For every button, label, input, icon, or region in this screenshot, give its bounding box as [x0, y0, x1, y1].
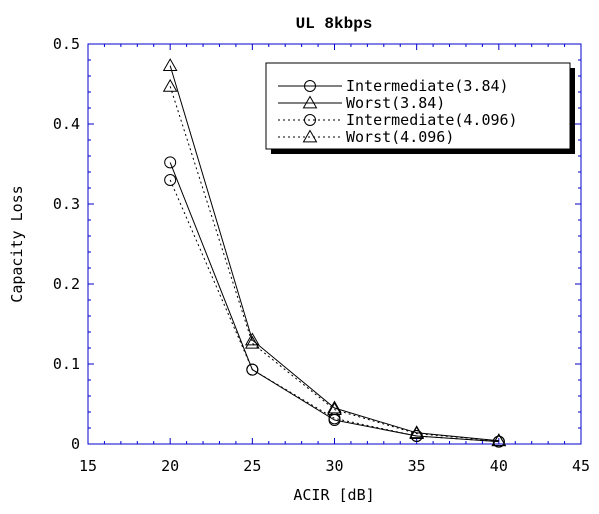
x-tick-label: 35 — [408, 457, 426, 475]
legend-marker-circle — [304, 114, 316, 126]
legend-label: Intermediate(4.096) — [346, 111, 518, 129]
series-3 — [162, 78, 507, 447]
data-point-circle — [164, 174, 177, 186]
y-tick-label: 0.5 — [53, 35, 80, 53]
series-line — [169, 162, 499, 443]
legend-marker-circle — [304, 80, 316, 92]
y-tick-label: 0 — [71, 435, 80, 453]
y-tick-label: 0.2 — [53, 275, 80, 293]
data-point-circle — [328, 412, 341, 425]
data-point-circle — [164, 156, 177, 169]
y-tick-label: 0.1 — [53, 355, 80, 373]
data-point-triangle — [409, 426, 425, 439]
x-tick-label: 15 — [79, 457, 97, 475]
x-tick-label: 40 — [490, 457, 508, 475]
chart-title: UL 8kbps — [296, 15, 373, 33]
y-axis-label: Capacity Loss — [8, 185, 26, 302]
data-point-triangle — [244, 332, 260, 346]
series-line — [169, 86, 499, 442]
data-point-triangle — [162, 78, 178, 92]
legend-marker-triangle — [302, 129, 318, 143]
series-layer — [162, 58, 507, 448]
x-tick-label: 30 — [325, 457, 343, 475]
y-axis-ticks: 0 0.1 0.2 0.3 0.4 0.5 — [53, 35, 581, 453]
y-tick-label: 0.4 — [53, 115, 80, 133]
legend-label: Intermediate(3.84) — [346, 77, 509, 95]
data-point-triangle — [327, 402, 342, 415]
legend: Intermediate(3.84)Worst(3.84)Intermediat… — [265, 62, 575, 154]
series-2 — [164, 174, 505, 448]
legend-label: Worst(4.096) — [346, 128, 454, 146]
legend-label: Worst(3.84) — [346, 94, 445, 112]
x-tick-label: 45 — [572, 457, 590, 475]
legend-box — [265, 62, 571, 150]
x-axis-ticks: 15 20 25 30 35 40 45 — [79, 44, 590, 475]
x-tick-label: 25 — [243, 457, 261, 475]
data-point-triangle — [162, 58, 178, 71]
data-point-triangle — [244, 335, 260, 349]
series-line — [169, 65, 499, 442]
x-axis-label: ACIR [dB] — [293, 486, 374, 504]
y-tick-label: 0.3 — [53, 195, 80, 213]
data-point-triangle — [491, 433, 507, 447]
x-tick-label: 20 — [161, 457, 179, 475]
data-point-circle — [246, 363, 259, 376]
data-point-circle — [492, 435, 505, 448]
legend-marker-triangle — [302, 95, 318, 109]
